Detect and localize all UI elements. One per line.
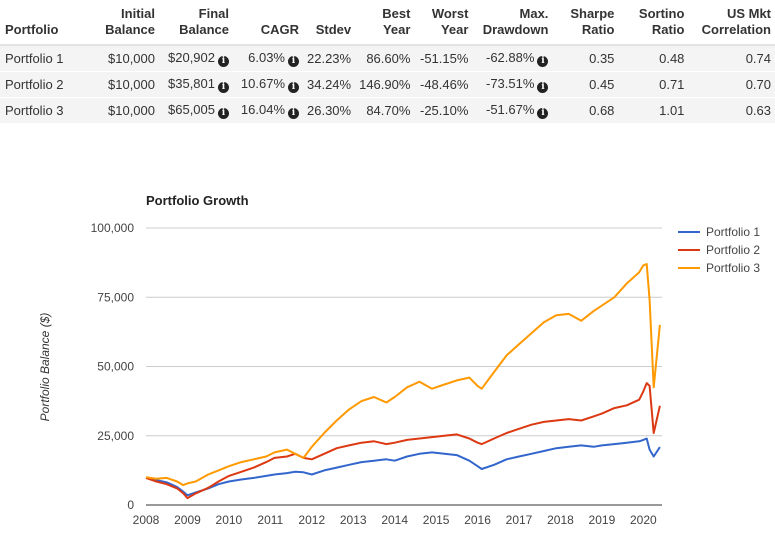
x-tick-label: 2012	[298, 513, 325, 527]
x-tick-label: 2016	[464, 513, 491, 527]
y-tick-label: 25,000	[97, 429, 134, 443]
series-line-portfolio-3[interactable]	[145, 263, 661, 487]
x-tick-label: 2020	[630, 513, 657, 527]
cell-sortino: 0.71	[618, 71, 689, 98]
cell-sharpe: 0.68	[552, 97, 619, 123]
legend-item-portfolio-2[interactable]: Portfolio 2	[678, 243, 760, 257]
info-circle-icon[interactable]: i	[288, 108, 299, 119]
cell-name: Portfolio 2	[0, 71, 93, 98]
y-axis-ticks: 0 25,000 50,000 75,000 100,000	[91, 221, 135, 512]
header-worst-year: Worst Year	[414, 0, 473, 46]
header-max-drawdown: Max. Drawdown	[472, 0, 553, 46]
portfolio-stats-table: Portfolio Initial Balance Final Balance CA…	[0, 0, 775, 123]
cell-drawdown: -51.67% i	[472, 97, 553, 123]
legend-label: Portfolio 3	[706, 261, 760, 275]
series-line-portfolio-2[interactable]	[145, 382, 661, 500]
cell-cagr: 6.03% i	[233, 45, 303, 72]
info-circle-icon[interactable]: i	[218, 56, 229, 67]
cell-sortino: 1.01	[618, 97, 689, 123]
x-tick-label: 2019	[589, 513, 616, 527]
cell-best: 86.60%	[366, 51, 411, 66]
chart-legend: Portfolio 1 Portfolio 2 Portfolio 3	[678, 225, 760, 275]
cell-stdev: 26.30%	[303, 97, 356, 123]
y-axis-label: Portfolio Balance ($)	[38, 313, 52, 422]
x-tick-label: 2014	[381, 513, 408, 527]
x-tick-label: 2017	[506, 513, 533, 527]
cell-corr: 0.70	[688, 71, 775, 98]
cell-worst: -51.15%	[420, 51, 469, 66]
header-cagr: CAGR	[233, 0, 303, 46]
cell-final: $65,005 i	[159, 97, 233, 123]
x-tick-label: 2013	[340, 513, 367, 527]
cell-sharpe: 0.35	[589, 51, 615, 66]
x-tick-label: 2009	[174, 513, 201, 527]
cell-initial: $10,000	[93, 71, 159, 98]
cell-corr: 0.74	[745, 51, 771, 66]
header-final-balance: Final Balance	[159, 0, 233, 46]
cell-drawdown: -73.51% i	[472, 71, 553, 98]
legend-label: Portfolio 2	[706, 243, 760, 257]
y-tick-label: 0	[127, 498, 134, 512]
y-tick-label: 75,000	[97, 290, 134, 304]
cell-stdev: 34.24%	[303, 71, 356, 98]
series-lines	[145, 263, 661, 500]
info-circle-icon[interactable]: i	[288, 56, 299, 67]
cell-corr: 0.63	[688, 97, 775, 123]
info-circle-icon[interactable]: i	[537, 82, 549, 93]
cell-drawdown: -62.88% i	[472, 45, 552, 72]
x-tick-label: 2011	[257, 513, 283, 527]
cell-final: $20,902 i	[159, 45, 233, 72]
chart-title: Portfolio Growth	[146, 193, 249, 208]
cell-initial: $10,000	[93, 97, 159, 123]
info-circle-icon[interactable]: i	[218, 108, 229, 119]
info-circle-icon[interactable]: i	[218, 82, 229, 93]
legend-item-portfolio-1[interactable]: Portfolio 1	[678, 225, 760, 239]
header-stdev: Stdev	[303, 0, 356, 46]
info-circle-icon[interactable]: i	[537, 56, 549, 67]
cell-cagr: 10.67% i	[233, 71, 303, 98]
legend-label: Portfolio 1	[706, 225, 760, 239]
cell-final: $35,801 i	[159, 71, 233, 98]
header-sortino-ratio: Sortino Ratio	[618, 0, 689, 46]
header-us-mkt-correlation: US Mkt Correlation	[688, 0, 775, 46]
cell-initial: $10,000	[108, 51, 155, 66]
x-axis-ticks: 2008 2009 2010 2011 2012 2013 2014 2015 2016 2017…	[133, 513, 657, 527]
chart-gridlines	[146, 227, 662, 437]
info-circle-icon[interactable]: i	[288, 82, 299, 93]
x-tick-label: 2008	[133, 513, 160, 527]
table-header-row: Portfolio Initial Balance Final Balance CA…	[0, 0, 775, 46]
table-row: Portfolio 1 $10,000 $20,902 i 6.03% i 22.23% 86…	[0, 45, 775, 72]
cell-worst: -48.46%	[414, 71, 473, 98]
series-line-portfolio-1[interactable]	[145, 437, 661, 497]
cell-cagr: 16.04% i	[233, 97, 303, 123]
cell-name: Portfolio 3	[0, 97, 93, 123]
cell-best: 146.90%	[355, 71, 415, 98]
cell-best: 84.70%	[355, 97, 415, 123]
y-tick-label: 50,000	[97, 360, 134, 374]
legend-item-portfolio-3[interactable]: Portfolio 3	[678, 261, 760, 275]
header-initial-balance: Initial Balance	[93, 0, 159, 46]
table-row: Portfolio 3 $10,000 $65,005 i 16.04% i 26.30% 8…	[0, 97, 775, 123]
info-circle-icon[interactable]: i	[537, 108, 549, 119]
cell-sharpe: 0.45	[552, 71, 619, 98]
header-sharpe-ratio: Sharpe Ratio	[552, 0, 619, 46]
cell-sortino: 0.48	[659, 51, 685, 66]
cell-name: Portfolio 1	[5, 51, 64, 66]
x-tick-label: 2015	[423, 513, 450, 527]
header-best-year: Best Year	[355, 0, 415, 46]
cell-stdev: 22.23%	[307, 51, 352, 66]
y-tick-label: 100,000	[91, 221, 135, 235]
x-tick-label: 2010	[216, 513, 243, 527]
header-portfolio: Portfolio	[0, 0, 93, 46]
cell-worst: -25.10%	[414, 97, 473, 123]
table-row: Portfolio 2 $10,000 $35,801 i 10.67% i 34.24% 1…	[0, 71, 775, 98]
x-tick-label: 2018	[547, 513, 574, 527]
